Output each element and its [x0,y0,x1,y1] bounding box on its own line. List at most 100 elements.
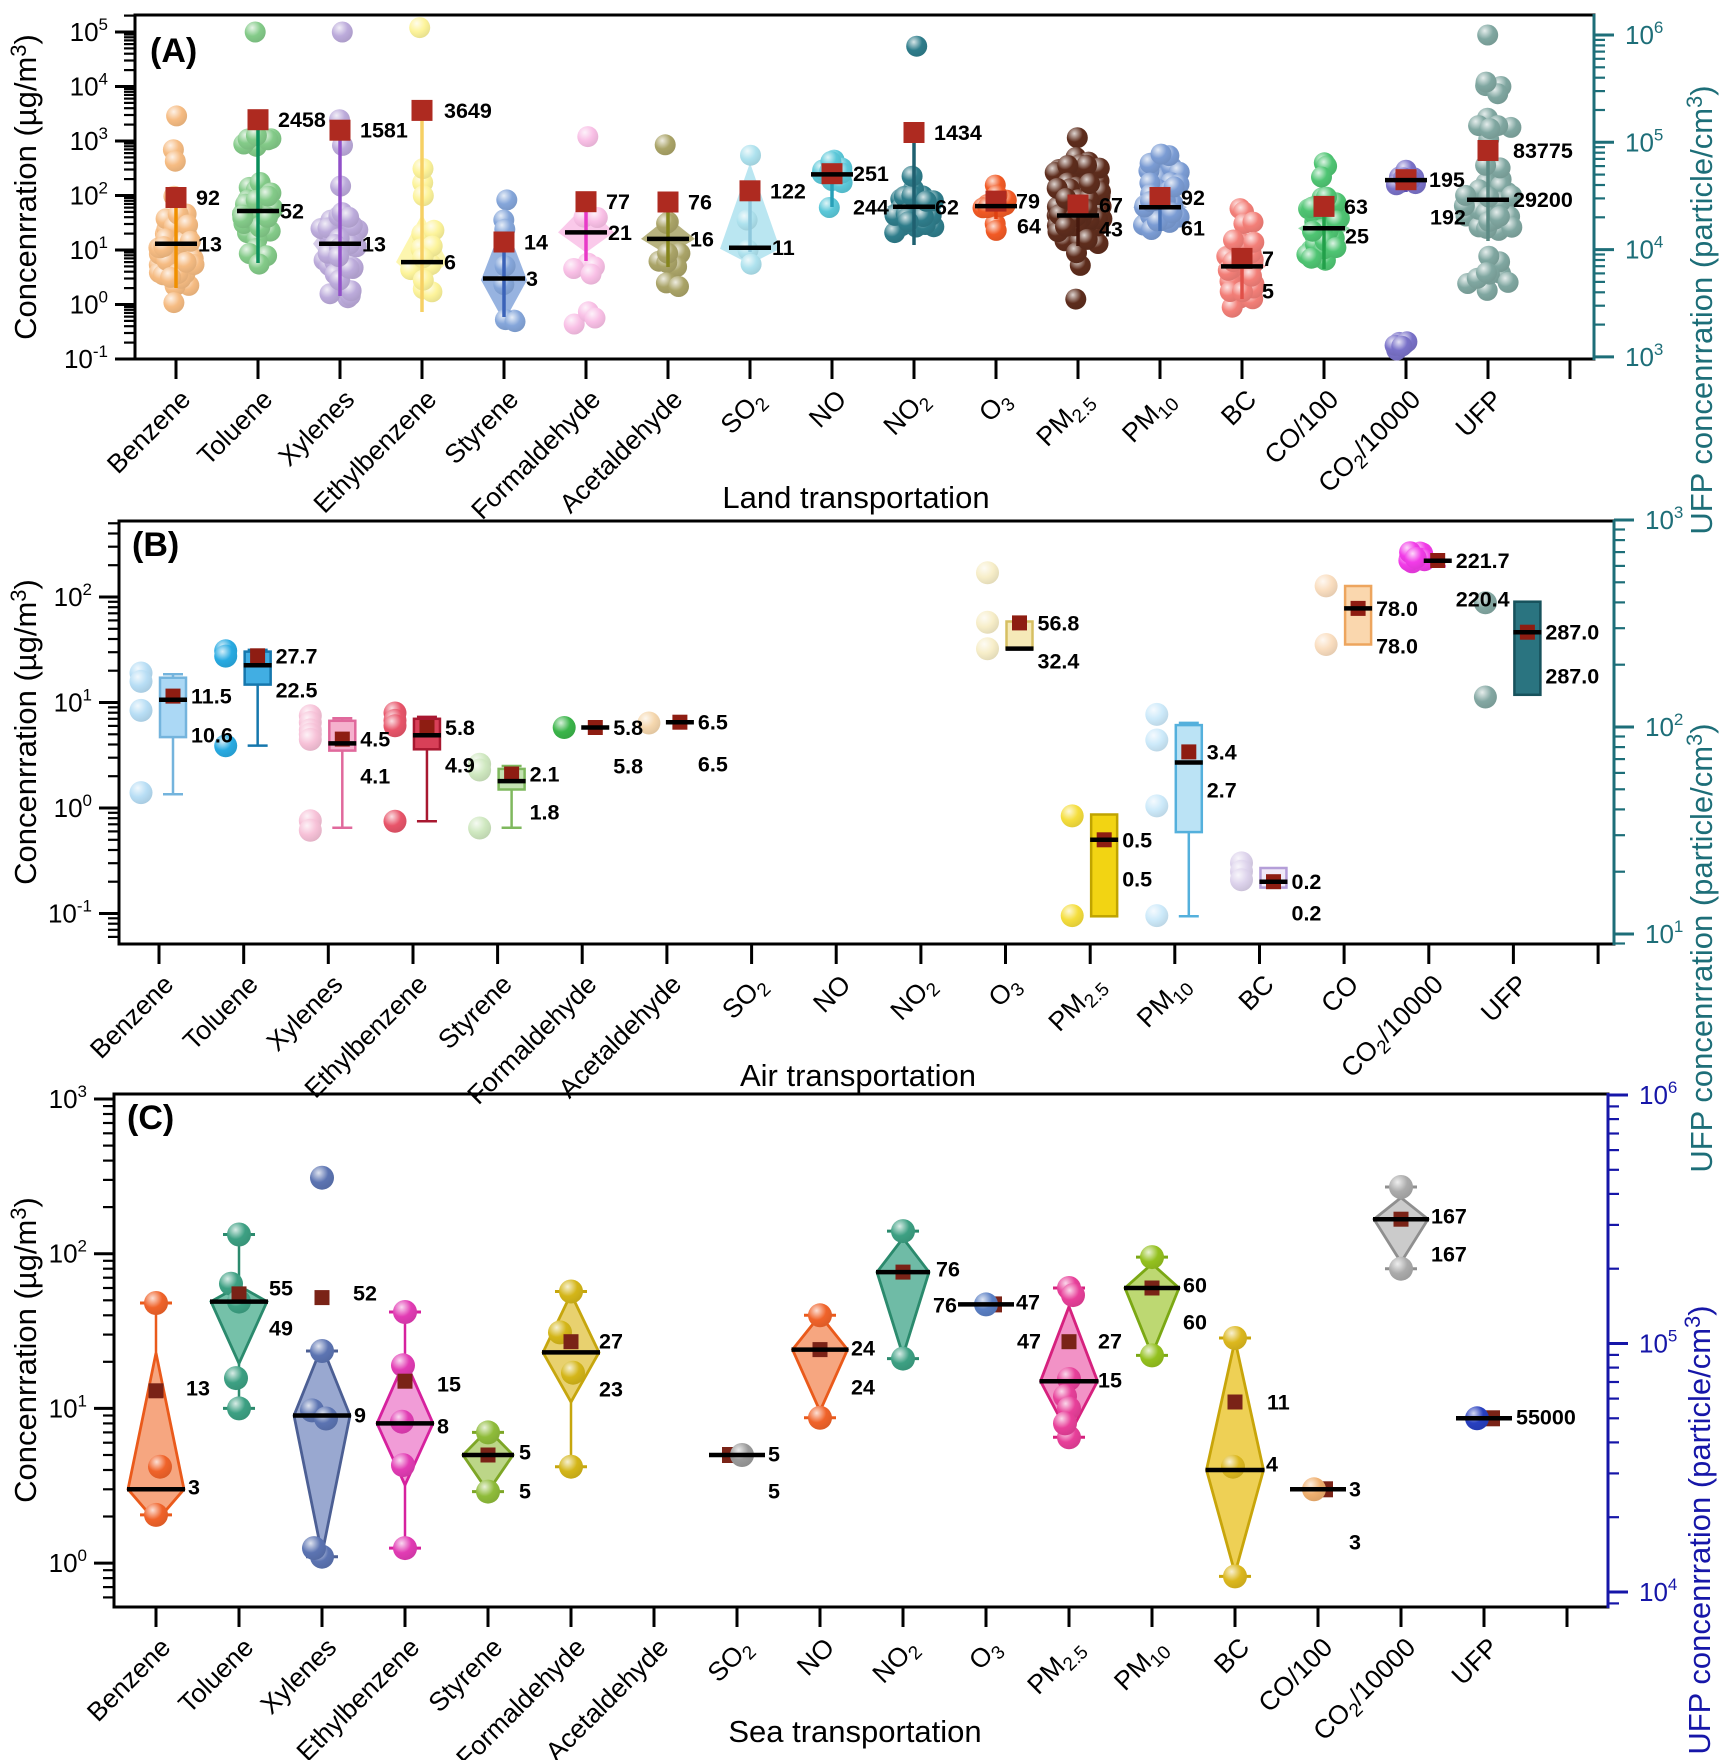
svg-text:6.5: 6.5 [698,753,728,777]
svg-text:61: 61 [1181,217,1205,241]
svg-text:64: 64 [1017,215,1041,239]
svg-text:55: 55 [269,1277,293,1301]
svg-text:13: 13 [198,232,222,256]
svg-text:11: 11 [772,236,795,260]
svg-text:4.5: 4.5 [360,728,390,752]
svg-text:78.0: 78.0 [1376,635,1418,659]
svg-text:62: 62 [935,195,959,219]
svg-text:76: 76 [688,191,712,215]
svg-text:251: 251 [853,162,889,186]
svg-text:244: 244 [853,196,889,220]
svg-text:192: 192 [1430,206,1466,230]
svg-text:7: 7 [1262,247,1274,271]
svg-text:49: 49 [269,1317,293,1341]
svg-text:14: 14 [524,231,548,255]
svg-text:55000: 55000 [1516,1406,1576,1430]
svg-text:43: 43 [1099,218,1123,242]
svg-text:6: 6 [444,251,456,275]
svg-text:5.8: 5.8 [613,755,643,779]
svg-text:0.2: 0.2 [1292,870,1322,894]
svg-text:92: 92 [196,186,220,210]
svg-text:5: 5 [768,1480,780,1504]
svg-text:1.8: 1.8 [530,801,560,825]
svg-text:3: 3 [1349,1531,1361,1555]
svg-text:1581: 1581 [360,119,408,143]
svg-text:(A): (A) [150,32,197,70]
svg-text:79: 79 [1016,190,1040,214]
svg-text:22.5: 22.5 [276,679,318,703]
svg-text:9: 9 [354,1404,366,1428]
svg-text:Concenrration (µg/m3): Concenrration (µg/m3) [6,1197,43,1503]
svg-text:77: 77 [606,190,630,214]
svg-text:UFP concenrration (particle/cm: UFP concenrration (particle/cm3) [1682,85,1719,534]
svg-text:2.1: 2.1 [530,763,560,787]
svg-text:0.2: 0.2 [1292,902,1322,926]
svg-text:23: 23 [599,1378,623,1402]
svg-text:27: 27 [1098,1330,1122,1354]
svg-text:Land transportation: Land transportation [722,480,989,515]
svg-text:Concenrration (µg/m3): Concenrration (µg/m3) [6,579,43,885]
svg-text:0.5: 0.5 [1122,868,1152,892]
svg-text:3: 3 [526,267,538,291]
svg-text:10-1: 10-1 [48,897,92,929]
svg-text:221.7: 221.7 [1456,549,1510,573]
svg-text:29200: 29200 [1513,188,1573,212]
svg-text:83775: 83775 [1513,139,1573,163]
svg-text:102: 102 [1645,710,1683,742]
svg-text:3: 3 [188,1476,200,1500]
svg-text:195: 195 [1429,168,1465,192]
svg-text:5.8: 5.8 [445,716,475,740]
svg-text:47: 47 [1017,1330,1041,1354]
svg-text:3: 3 [1349,1478,1361,1502]
svg-text:Air transportation: Air transportation [740,1058,976,1093]
svg-text:0.5: 0.5 [1122,828,1152,852]
svg-text:15: 15 [1098,1369,1122,1393]
svg-text:52: 52 [353,1282,377,1306]
svg-text:UFP concenrration (particle/cm: UFP concenrration (particle/cm3) [1682,723,1719,1172]
svg-text:3.4: 3.4 [1207,740,1237,764]
svg-text:11.5: 11.5 [191,685,232,709]
svg-text:60: 60 [1183,1311,1207,1335]
svg-text:52: 52 [280,200,304,224]
svg-text:287.0: 287.0 [1545,621,1599,645]
svg-text:60: 60 [1183,1274,1207,1298]
svg-text:Concenrration (µg/m3): Concenrration (µg/m3) [6,34,43,340]
svg-text:11: 11 [1267,1391,1290,1415]
svg-text:76: 76 [936,1258,960,1282]
svg-text:15: 15 [437,1373,461,1397]
svg-text:16: 16 [690,227,714,251]
svg-text:220.4: 220.4 [1456,588,1510,612]
svg-text:27: 27 [599,1330,623,1354]
svg-text:2.7: 2.7 [1207,779,1237,803]
svg-text:78.0: 78.0 [1376,597,1418,621]
svg-text:3649: 3649 [444,99,492,123]
svg-text:25: 25 [1345,225,1369,249]
svg-text:287.0: 287.0 [1545,665,1599,689]
svg-text:5: 5 [519,1480,531,1504]
svg-text:2458: 2458 [278,108,326,132]
svg-text:5: 5 [768,1443,780,1467]
svg-text:67: 67 [1099,194,1123,218]
svg-text:(C): (C) [127,1099,174,1137]
svg-text:4.9: 4.9 [445,754,475,778]
svg-text:1434: 1434 [934,121,982,145]
svg-text:76: 76 [933,1294,957,1318]
svg-text:56.8: 56.8 [1038,611,1080,635]
svg-text:122: 122 [770,179,806,203]
svg-text:10.6: 10.6 [191,724,233,748]
svg-text:6.5: 6.5 [698,711,728,735]
svg-text:13: 13 [186,1377,210,1401]
svg-text:5: 5 [519,1441,531,1465]
svg-text:24: 24 [851,1376,875,1400]
svg-text:8: 8 [437,1415,449,1439]
svg-text:32.4: 32.4 [1038,650,1080,674]
svg-text:47: 47 [1016,1291,1040,1315]
svg-text:92: 92 [1181,186,1205,210]
svg-text:(B): (B) [132,526,179,564]
svg-text:UFP concenrration (particle/cm: UFP concenrration (particle/cm3) [1680,1305,1717,1754]
svg-text:Sea transportation: Sea transportation [728,1714,981,1749]
svg-text:5.8: 5.8 [613,716,643,740]
svg-text:63: 63 [1344,195,1368,219]
svg-text:24: 24 [851,1337,875,1361]
svg-text:5: 5 [1262,280,1274,304]
